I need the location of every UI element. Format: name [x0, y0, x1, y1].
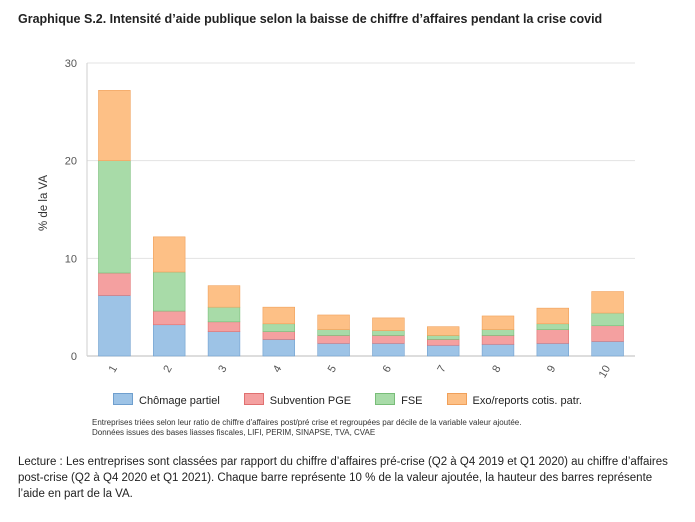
y-tick-label: 0	[71, 351, 77, 363]
stacked-bar-chart: 0 10 20 30 1 2 3 4 5 6 7 8 9 10 % de la VA	[38, 58, 635, 380]
bar-segment	[536, 307, 569, 325]
bar-segment	[317, 329, 350, 336]
bar-segment	[591, 325, 624, 342]
bar-segment	[262, 323, 295, 332]
y-tick-label: 10	[65, 253, 77, 265]
bar-segment	[98, 160, 131, 274]
legend-item: Exo/reports cotis. patr.	[446, 393, 582, 407]
reading-note: Lecture : Les entreprises sont classées …	[18, 456, 668, 500]
bar-segment	[591, 291, 624, 314]
bar-segment	[536, 329, 569, 344]
bar-segment	[98, 90, 131, 161]
bar-segment	[536, 343, 569, 357]
bar-segment	[372, 317, 405, 331]
bar-segment	[207, 285, 241, 308]
y-axis-label: % de la VA	[38, 175, 50, 231]
legend-swatch	[375, 393, 396, 405]
bar-segment	[427, 344, 460, 357]
x-tick-label: 9	[545, 364, 558, 375]
x-tick-label: 8	[490, 364, 503, 375]
bar-segment	[262, 331, 295, 340]
legend-label: Exo/reports cotis. patr.	[472, 395, 582, 407]
legend: Chômage partiel Subvention PGE FSE Exo/repo…	[0, 393, 695, 407]
bar-segment	[207, 331, 241, 357]
bar-segment	[372, 330, 405, 336]
bar-segment	[481, 315, 515, 330]
bar-segment	[207, 321, 241, 332]
x-tick-label: 7	[435, 364, 448, 375]
chart-title: Graphique S.2. Intensité d’aide publique…	[18, 12, 603, 26]
bar-segment	[591, 312, 624, 327]
legend-swatch	[243, 393, 264, 405]
source-note: Entreprises triées selon leur ratio de c…	[92, 418, 521, 437]
bar-segment	[262, 306, 295, 325]
bars-layer	[98, 90, 624, 357]
bar-segment	[427, 326, 460, 336]
bar-segment	[207, 306, 241, 323]
bar-segment	[481, 343, 515, 357]
bar-segment	[153, 271, 186, 312]
y-tick-label: 30	[65, 58, 77, 70]
bar-segment	[372, 343, 405, 357]
bar-segment	[481, 329, 515, 336]
legend-item: Subvention PGE	[243, 393, 352, 407]
legend-item: Chômage partiel	[113, 393, 220, 407]
bar-segment	[153, 324, 186, 357]
bar-segment	[481, 335, 515, 345]
x-tick-label: 6	[381, 364, 394, 375]
ticks-layer: 0 10 20 30 1 2 3 4 5 6 7 8 9 10	[65, 58, 613, 380]
x-tick-label: 3	[216, 364, 229, 375]
x-tick-label: 5	[326, 364, 339, 375]
bar-segment	[98, 272, 131, 296]
bar-segment	[591, 341, 624, 357]
bar-segment	[372, 335, 405, 344]
bar-segment	[153, 310, 186, 326]
legend-label: Subvention PGE	[269, 395, 352, 407]
bar-segment	[427, 335, 460, 340]
bar-segment	[427, 339, 460, 346]
note-line: Données issues des bases liasses fiscale…	[92, 427, 376, 437]
legend-swatch	[446, 393, 467, 405]
bar-segment	[262, 339, 295, 357]
note-line: Entreprises triées selon leur ratio de c…	[92, 418, 522, 427]
bar-segment	[317, 343, 350, 357]
x-tick-label: 10	[597, 364, 614, 381]
legend-swatch	[113, 393, 134, 405]
bar-segment	[153, 236, 186, 273]
legend-label: Chômage partiel	[139, 395, 220, 407]
bar-segment	[98, 295, 131, 357]
x-tick-label: 2	[161, 364, 174, 375]
legend-label: FSE	[401, 395, 423, 407]
y-tick-label: 20	[65, 156, 77, 168]
bar-segment	[317, 314, 350, 330]
legend-item: FSE	[375, 393, 423, 407]
x-tick-label: 1	[107, 364, 120, 375]
x-tick-label: 4	[271, 364, 284, 375]
bar-segment	[317, 335, 350, 344]
bar-segment	[536, 323, 569, 330]
